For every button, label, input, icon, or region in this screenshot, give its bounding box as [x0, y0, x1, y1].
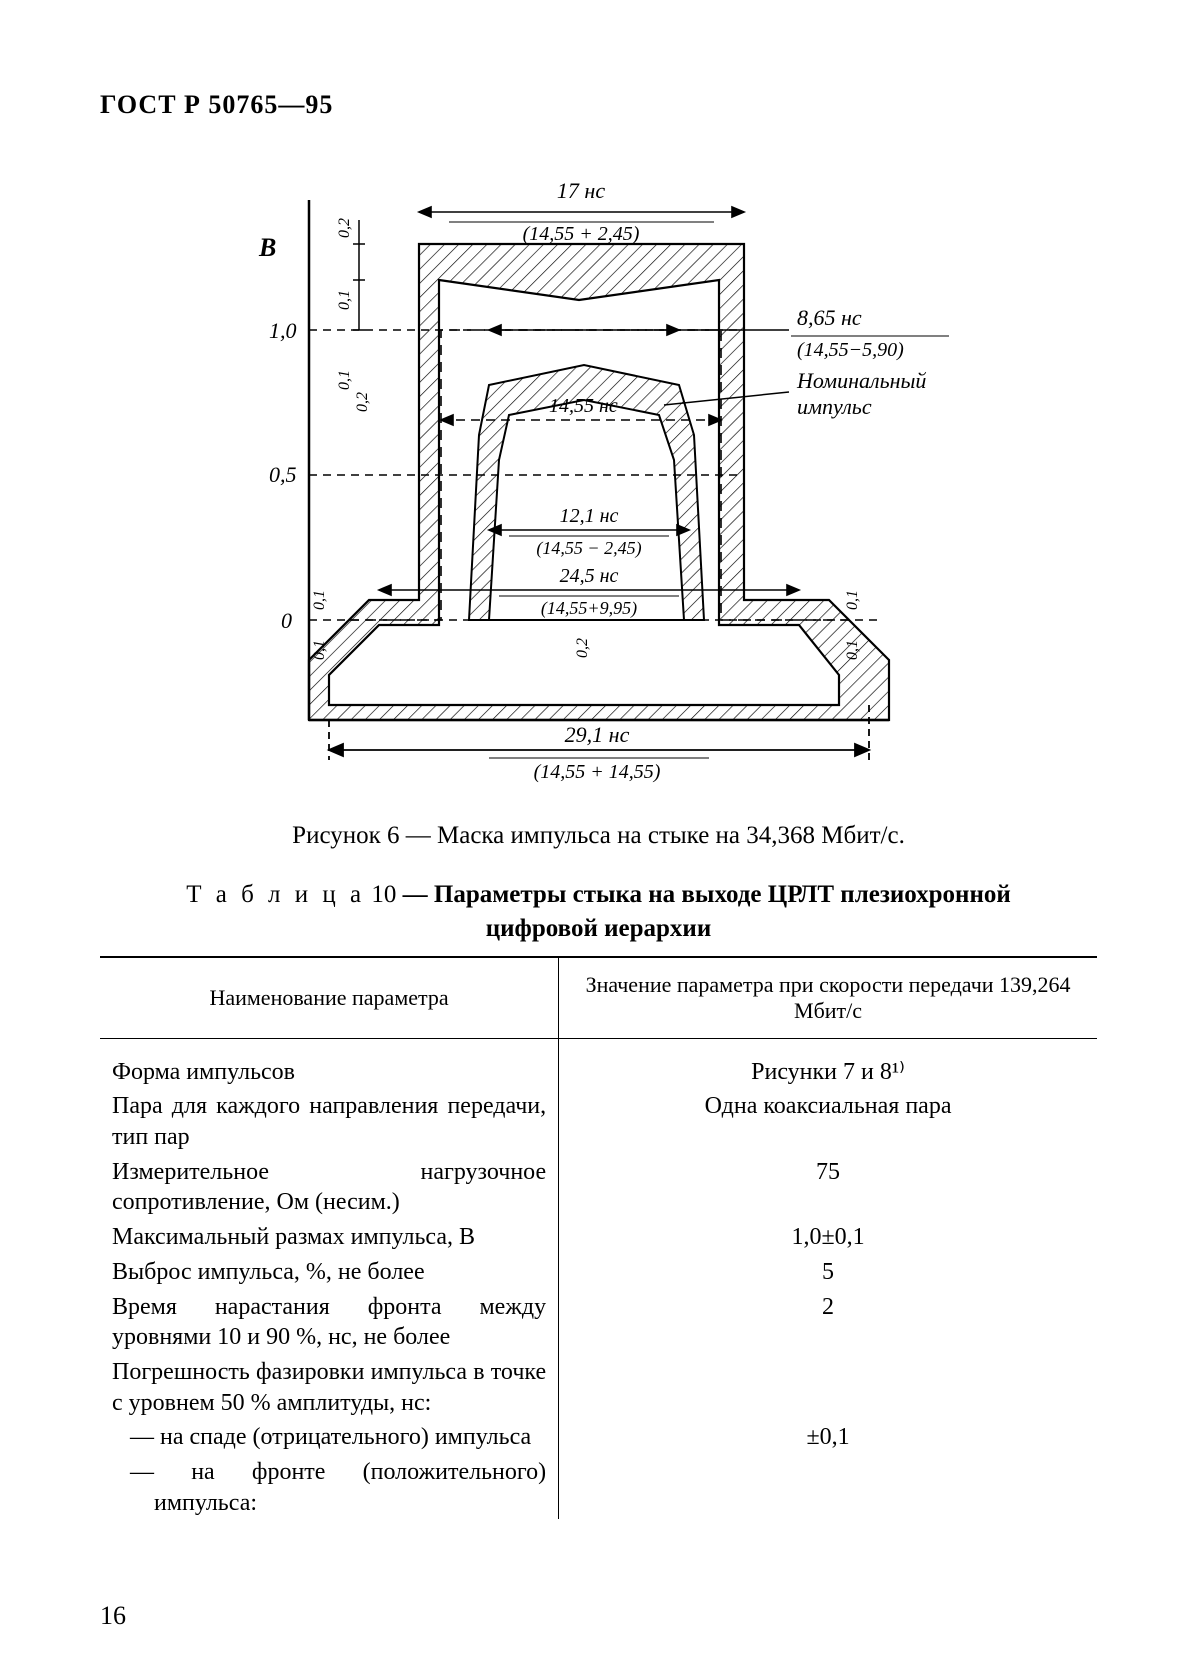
ytick-0: 0 [281, 608, 292, 633]
axis-y-label: B [258, 233, 276, 262]
dim-baseinner-value: 24,5 нс [559, 565, 618, 587]
table-title-prefix: Т а б л и ц а [186, 881, 365, 908]
figure-6: 17 нс (14,55 + 2,45) 8,65 нс (14,55−5,90… [100, 160, 1097, 800]
table-title-line2: цифровой иерархии [486, 915, 712, 942]
table-row: Время нарастания фронта между уровнями 1… [100, 1288, 559, 1353]
small-v-02a: 0,2 [336, 218, 353, 238]
small-v-01b: 0,1 [336, 370, 353, 390]
small-v-02b: 0,2 [354, 392, 371, 412]
table-row-value: Одна коаксиальная пара [559, 1087, 1097, 1152]
dim-baseinner-formula: (14,55+9,95) [540, 598, 636, 619]
table-title-number: 10 [371, 881, 396, 908]
table-row-value: ±0,1 [559, 1418, 1097, 1453]
figure-caption: Рисунок 6 — Маска импульса на стыке на 3… [100, 822, 1097, 850]
table-row: — на фронте (положительного) импульса: [100, 1453, 559, 1518]
table-row-value: 2 [559, 1288, 1097, 1353]
nominal-label-1: Номинальный [796, 368, 926, 393]
document-header: ГОСТ Р 50765—95 [100, 90, 1097, 120]
small-v-02c: 0,2 [574, 638, 591, 658]
table-row-value [559, 1453, 1097, 1518]
small-v-01e: 0,1 [844, 590, 861, 610]
dim-baseouter-formula: (14,55 + 14,55) [533, 761, 660, 783]
table-header-left: Наименование параметра [100, 957, 559, 1039]
dim-lower-value: 12,1 нс [559, 505, 618, 527]
small-v-01c: 0,1 [311, 590, 328, 610]
small-v-01f: 0,1 [844, 640, 861, 660]
parameters-table: Наименование параметра Значение параметр… [100, 956, 1097, 1519]
nominal-label-2: импульс [797, 394, 872, 419]
table-row-value: Рисунки 7 и 8¹⁾ [559, 1038, 1097, 1087]
table-row: — на спаде (отрицательного) импульса [100, 1418, 559, 1453]
page-number: 16 [100, 1601, 126, 1631]
table-row: Форма импульсов [100, 1038, 559, 1087]
dim-upper-formula: (14,55−5,90) [797, 339, 904, 361]
table-row: Измерительное нагрузочное сопротивление,… [100, 1153, 559, 1218]
table-row: Пара для каждого направления передачи, т… [100, 1087, 559, 1152]
small-v-01d: 0,1 [311, 640, 328, 660]
dim-lower-formula: (14,55 − 2,45) [536, 538, 641, 559]
table-row-value: 75 [559, 1153, 1097, 1218]
dim-center: 14,55 нс [549, 395, 618, 417]
dim-upper-value: 8,65 нс [797, 305, 862, 330]
table-row: Выброс импульса, %, не более [100, 1253, 559, 1288]
small-v-01a: 0,1 [336, 290, 353, 310]
table-row-value: 1,0±0,1 [559, 1218, 1097, 1253]
ytick-05: 0,5 [269, 462, 297, 487]
ytick-1: 1,0 [269, 318, 297, 343]
dim-top-value: 17 нс [556, 178, 604, 203]
dim-top-formula: (14,55 + 2,45) [522, 223, 639, 245]
table-row-value [559, 1353, 1097, 1418]
table-row-value: 5 [559, 1253, 1097, 1288]
pulse-mask-diagram: 17 нс (14,55 + 2,45) 8,65 нс (14,55−5,90… [189, 160, 1009, 800]
table-row: Погрешность фазировки импульса в точке с… [100, 1353, 559, 1418]
table-title-line1: — Параметры стыка на выходе ЦРЛТ плезиох… [403, 881, 1011, 908]
table-row: Максимальный размах импульса, В [100, 1218, 559, 1253]
table-header-right: Значение параметра при скорости передачи… [559, 957, 1097, 1039]
table-title: Т а б л и ц а 10 — Параметры стыка на вы… [100, 878, 1097, 946]
dim-baseouter-value: 29,1 нс [564, 722, 629, 747]
